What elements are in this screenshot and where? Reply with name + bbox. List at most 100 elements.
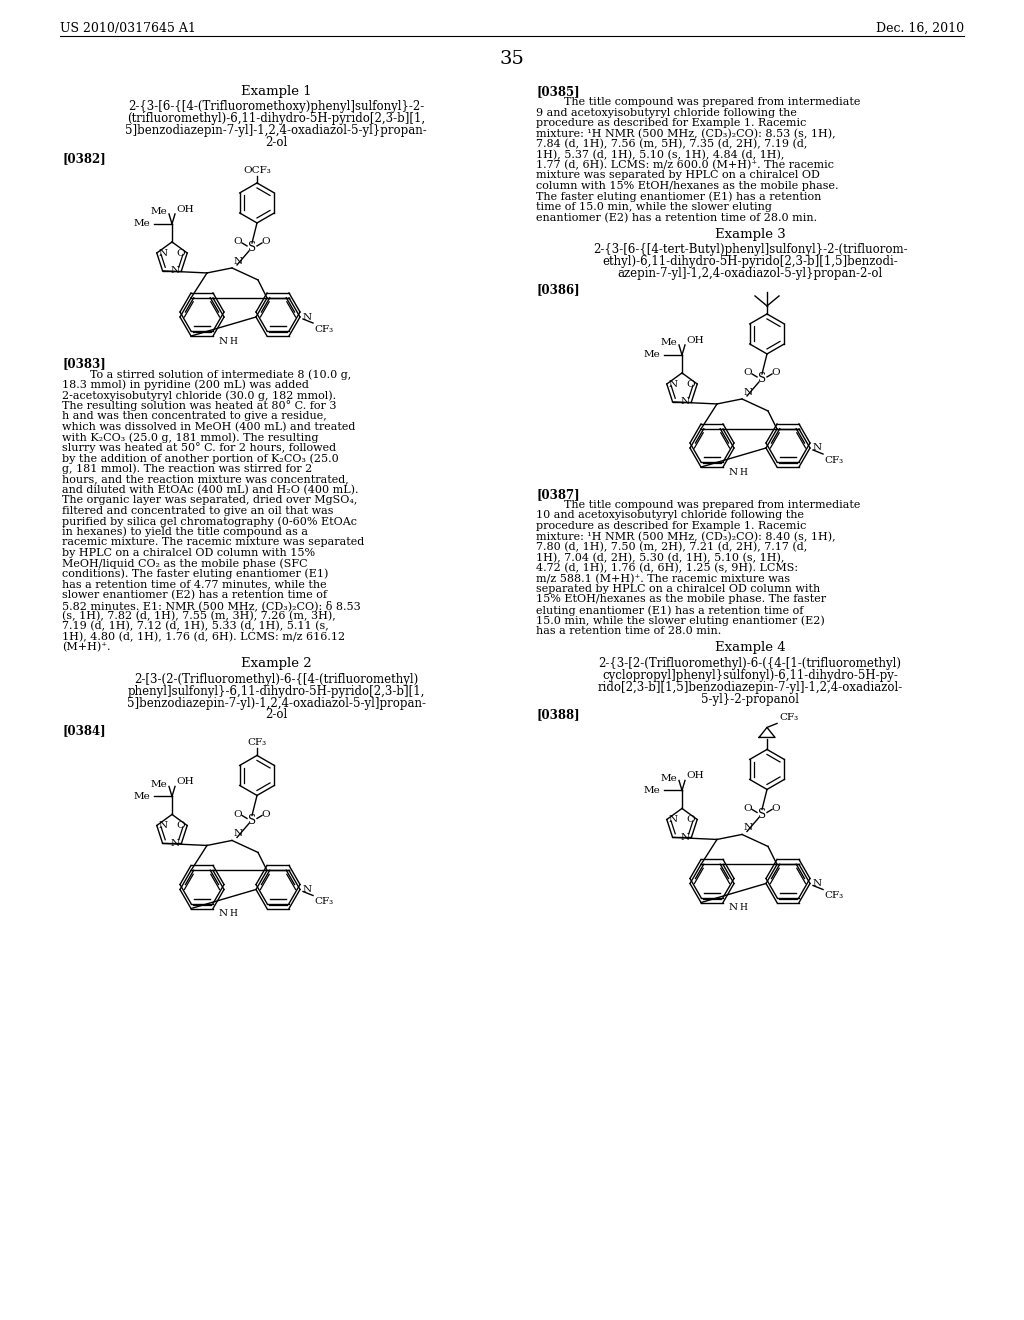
Text: OH: OH bbox=[686, 337, 703, 345]
Text: 5.82 minutes. E1: NMR (500 MHz, (CD₃)₂CO): δ 8.53: 5.82 minutes. E1: NMR (500 MHz, (CD₃)₂CO… bbox=[62, 601, 360, 611]
Text: N: N bbox=[813, 879, 822, 888]
Text: O: O bbox=[176, 821, 185, 830]
Text: CF₃: CF₃ bbox=[824, 455, 843, 465]
Text: 15% EtOH/hexanes as the mobile phase. The faster: 15% EtOH/hexanes as the mobile phase. Th… bbox=[536, 594, 826, 605]
Text: hours, and the reaction mixture was concentrated,: hours, and the reaction mixture was conc… bbox=[62, 474, 349, 484]
Text: procedure as described for Example 1. Racemic: procedure as described for Example 1. Ra… bbox=[536, 117, 806, 128]
Text: N: N bbox=[680, 833, 689, 842]
Text: racemic mixture. The racemic mixture was separated: racemic mixture. The racemic mixture was… bbox=[62, 537, 365, 546]
Text: 18.3 mmol) in pyridine (200 mL) was added: 18.3 mmol) in pyridine (200 mL) was adde… bbox=[62, 380, 309, 391]
Text: Dec. 16, 2010: Dec. 16, 2010 bbox=[876, 22, 964, 36]
Text: O: O bbox=[772, 368, 780, 378]
Text: Me: Me bbox=[151, 207, 167, 216]
Text: The faster eluting enantiomer (E1) has a retention: The faster eluting enantiomer (E1) has a… bbox=[536, 191, 821, 202]
Text: purified by silica gel chromatography (0-60% EtOAc: purified by silica gel chromatography (0… bbox=[62, 516, 357, 527]
Text: phenyl]sulfonyl}-6,11-dihydro-5H-pyrido[2,3-b][1,: phenyl]sulfonyl}-6,11-dihydro-5H-pyrido[… bbox=[127, 685, 425, 697]
Text: 1H), 7.04 (d, 2H), 5.30 (d, 1H), 5.10 (s, 1H),: 1H), 7.04 (d, 2H), 5.30 (d, 1H), 5.10 (s… bbox=[536, 553, 784, 562]
Text: 5]benzodiazepin-7-yl]-1,2,4-oxadiazol-5-yl}propan-: 5]benzodiazepin-7-yl]-1,2,4-oxadiazol-5-… bbox=[125, 124, 427, 137]
Text: The resulting solution was heated at 80° C. for 3: The resulting solution was heated at 80°… bbox=[62, 400, 337, 412]
Text: m/z 588.1 (M+H)⁺. The racemic mixture was: m/z 588.1 (M+H)⁺. The racemic mixture wa… bbox=[536, 573, 791, 583]
Text: filtered and concentrated to give an oil that was: filtered and concentrated to give an oil… bbox=[62, 506, 334, 516]
Text: O: O bbox=[262, 238, 270, 247]
Text: N: N bbox=[303, 884, 312, 894]
Text: O: O bbox=[176, 248, 185, 257]
Text: N: N bbox=[744, 388, 753, 397]
Text: OH: OH bbox=[176, 777, 194, 787]
Text: with K₂CO₃ (25.0 g, 181 mmol). The resulting: with K₂CO₃ (25.0 g, 181 mmol). The resul… bbox=[62, 432, 318, 442]
Text: [0382]: [0382] bbox=[62, 152, 105, 165]
Text: N: N bbox=[813, 444, 822, 453]
Text: N: N bbox=[170, 267, 179, 276]
Text: 7.84 (d, 1H), 7.56 (m, 5H), 7.35 (d, 2H), 7.19 (d,: 7.84 (d, 1H), 7.56 (m, 5H), 7.35 (d, 2H)… bbox=[536, 139, 807, 149]
Text: H: H bbox=[739, 903, 748, 912]
Text: O: O bbox=[686, 814, 695, 824]
Text: H: H bbox=[229, 909, 238, 917]
Text: N: N bbox=[729, 903, 738, 912]
Text: 9 and acetoxyisobutyryl chloride following the: 9 and acetoxyisobutyryl chloride followi… bbox=[536, 107, 797, 117]
Text: by the addition of another portion of K₂CO₃ (25.0: by the addition of another portion of K₂… bbox=[62, 453, 339, 463]
Text: N: N bbox=[669, 380, 678, 388]
Text: S: S bbox=[758, 372, 766, 385]
Text: O: O bbox=[686, 380, 695, 388]
Text: S: S bbox=[758, 808, 766, 821]
Text: eluting enantiomer (E1) has a retention time of: eluting enantiomer (E1) has a retention … bbox=[536, 605, 804, 615]
Text: S: S bbox=[248, 814, 256, 826]
Text: time of 15.0 min, while the slower eluting: time of 15.0 min, while the slower eluti… bbox=[536, 202, 772, 213]
Text: 5-yl}-2-propanol: 5-yl}-2-propanol bbox=[701, 693, 799, 705]
Text: ethyl)-6,11-dihydro-5H-pyrido[2,3-b][1,5]benzodi-: ethyl)-6,11-dihydro-5H-pyrido[2,3-b][1,5… bbox=[602, 255, 898, 268]
Text: (M+H)⁺.: (M+H)⁺. bbox=[62, 642, 111, 652]
Text: [0386]: [0386] bbox=[536, 282, 580, 296]
Text: has a retention time of 4.77 minutes, while the: has a retention time of 4.77 minutes, wh… bbox=[62, 579, 327, 589]
Text: H: H bbox=[229, 337, 238, 346]
Text: Me: Me bbox=[660, 338, 677, 347]
Text: O: O bbox=[262, 810, 270, 818]
Text: mixture was separated by HPLC on a chiralcel OD: mixture was separated by HPLC on a chira… bbox=[536, 170, 820, 181]
Text: [0387]: [0387] bbox=[536, 488, 580, 502]
Text: Me: Me bbox=[133, 219, 150, 228]
Text: CF₃: CF₃ bbox=[248, 738, 266, 747]
Text: 2-acetoxyisobutyryl chloride (30.0 g, 182 mmol).: 2-acetoxyisobutyryl chloride (30.0 g, 18… bbox=[62, 389, 336, 400]
Text: 35: 35 bbox=[500, 50, 524, 69]
Text: 2-{3-[6-{[4-(Trifluoromethoxy)phenyl]sulfonyl}-2-: 2-{3-[6-{[4-(Trifluoromethoxy)phenyl]sul… bbox=[128, 100, 424, 114]
Text: 1.77 (d, 6H). LCMS: m/z 600.0 (M+H)⁺. The racemic: 1.77 (d, 6H). LCMS: m/z 600.0 (M+H)⁺. Th… bbox=[536, 160, 834, 170]
Text: To a stirred solution of intermediate 8 (10.0 g,: To a stirred solution of intermediate 8 … bbox=[90, 370, 351, 380]
Text: S: S bbox=[248, 242, 256, 255]
Text: N: N bbox=[744, 824, 753, 833]
Text: 7.80 (d, 1H), 7.50 (m, 2H), 7.21 (d, 2H), 7.17 (d,: 7.80 (d, 1H), 7.50 (m, 2H), 7.21 (d, 2H)… bbox=[536, 543, 807, 552]
Text: N: N bbox=[680, 397, 689, 407]
Text: N: N bbox=[159, 248, 168, 257]
Text: N: N bbox=[219, 909, 228, 917]
Text: N: N bbox=[234, 829, 243, 838]
Text: rido[2,3-b][1,5]benzodiazepin-7-yl]-1,2,4-oxadiazol-: rido[2,3-b][1,5]benzodiazepin-7-yl]-1,2,… bbox=[597, 681, 902, 693]
Text: N: N bbox=[669, 814, 678, 824]
Text: [0384]: [0384] bbox=[62, 725, 105, 738]
Text: CF₃: CF₃ bbox=[314, 325, 333, 334]
Text: (trifluoromethyl)-6,11-dihydro-5H-pyrido[2,3-b][1,: (trifluoromethyl)-6,11-dihydro-5H-pyrido… bbox=[127, 112, 425, 125]
Text: 2-{3-[2-(Trifluoromethyl)-6-({4-[1-(trifluoromethyl): 2-{3-[2-(Trifluoromethyl)-6-({4-[1-(trif… bbox=[598, 656, 901, 669]
Text: azepin-7-yl]-1,2,4-oxadiazol-5-yl}propan-2-ol: azepin-7-yl]-1,2,4-oxadiazol-5-yl}propan… bbox=[617, 267, 883, 280]
Text: slower enantiomer (E2) has a retention time of: slower enantiomer (E2) has a retention t… bbox=[62, 590, 327, 599]
Text: Me: Me bbox=[133, 792, 150, 801]
Text: O: O bbox=[743, 368, 753, 378]
Text: Example 4: Example 4 bbox=[715, 642, 785, 655]
Text: mixture: ¹H NMR (500 MHz, (CD₃)₂CO): 8.53 (s, 1H),: mixture: ¹H NMR (500 MHz, (CD₃)₂CO): 8.5… bbox=[536, 128, 836, 139]
Text: CF₃: CF₃ bbox=[314, 898, 333, 907]
Text: 15.0 min, while the slower eluting enantiomer (E2): 15.0 min, while the slower eluting enant… bbox=[536, 615, 824, 626]
Text: g, 181 mmol). The reaction was stirred for 2: g, 181 mmol). The reaction was stirred f… bbox=[62, 463, 312, 474]
Text: mixture: ¹H NMR (500 MHz, (CD₃)₂CO): 8.40 (s, 1H),: mixture: ¹H NMR (500 MHz, (CD₃)₂CO): 8.4… bbox=[536, 532, 836, 541]
Text: column with 15% EtOH/hexanes as the mobile phase.: column with 15% EtOH/hexanes as the mobi… bbox=[536, 181, 839, 191]
Text: Example 2: Example 2 bbox=[241, 657, 311, 671]
Text: N: N bbox=[219, 337, 228, 346]
Text: H: H bbox=[739, 467, 748, 477]
Text: 2-{3-[6-{[4-tert-Butyl)phenyl]sulfonyl}-2-(trifluorom-: 2-{3-[6-{[4-tert-Butyl)phenyl]sulfonyl}-… bbox=[593, 243, 907, 256]
Text: OH: OH bbox=[176, 205, 194, 214]
Text: OH: OH bbox=[686, 771, 703, 780]
Text: O: O bbox=[772, 804, 780, 813]
Text: 2-ol: 2-ol bbox=[265, 136, 287, 149]
Text: [0388]: [0388] bbox=[536, 709, 580, 722]
Text: O: O bbox=[233, 238, 243, 247]
Text: N: N bbox=[170, 840, 179, 847]
Text: in hexanes) to yield the title compound as a: in hexanes) to yield the title compound … bbox=[62, 527, 308, 537]
Text: (s, 1H), 7.82 (d, 1H), 7.55 (m, 3H), 7.26 (m, 3H),: (s, 1H), 7.82 (d, 1H), 7.55 (m, 3H), 7.2… bbox=[62, 610, 336, 620]
Text: enantiomer (E2) has a retention time of 28.0 min.: enantiomer (E2) has a retention time of … bbox=[536, 213, 817, 223]
